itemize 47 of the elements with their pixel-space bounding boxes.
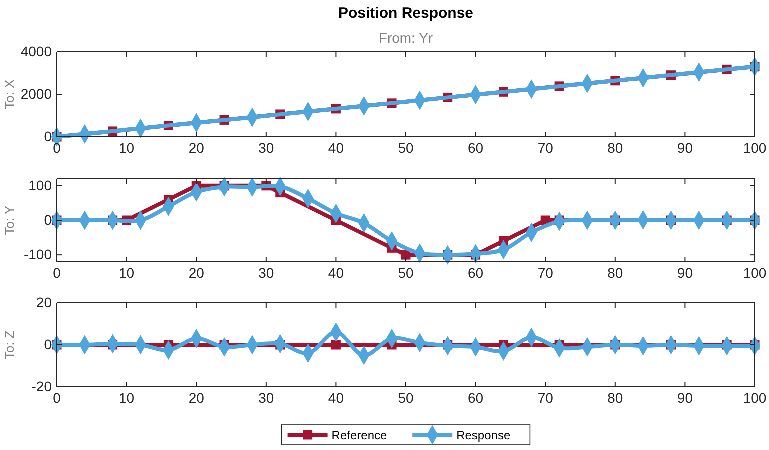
y-tick-label: 2000 bbox=[20, 86, 52, 102]
x-tick-label: 20 bbox=[188, 264, 205, 281]
x-tick-label: 100 bbox=[743, 390, 767, 406]
x-tick-label: 10 bbox=[119, 140, 135, 156]
y-axis-title: To: Z bbox=[2, 330, 17, 360]
y-tick-label: 0 bbox=[44, 212, 52, 228]
legend-label: Reference bbox=[332, 428, 388, 442]
y-tick-label: 0 bbox=[44, 128, 52, 144]
y-axis-title: To: X bbox=[2, 79, 17, 110]
x-tick-label: 50 bbox=[398, 264, 414, 281]
chart-subtitle: From: Yr bbox=[378, 30, 434, 46]
x-tick-label: 40 bbox=[328, 390, 344, 406]
x-tick-label: 80 bbox=[608, 264, 624, 281]
legend-label: Response bbox=[456, 428, 511, 442]
x-tick-label: 90 bbox=[677, 264, 694, 281]
x-tick-label: 70 bbox=[538, 140, 554, 156]
x-tick-label: 20 bbox=[188, 390, 205, 406]
x-tick-label: 100 bbox=[743, 264, 767, 281]
x-tick-label: 60 bbox=[468, 140, 484, 156]
chart-title: Position Response bbox=[338, 5, 474, 22]
x-tick-label: 80 bbox=[608, 390, 624, 406]
x-tick-label: 30 bbox=[258, 264, 274, 281]
y-tick-label: -20 bbox=[32, 378, 52, 394]
x-tick-label: 100 bbox=[743, 140, 767, 156]
x-tick-label: 10 bbox=[119, 390, 135, 406]
x-tick-label: 50 bbox=[398, 390, 414, 406]
x-tick-label: 60 bbox=[468, 390, 484, 406]
y-tick-label: -100 bbox=[24, 246, 52, 263]
x-tick-label: 10 bbox=[119, 264, 135, 281]
x-tick-label: 50 bbox=[398, 140, 414, 156]
y-tick-label: 100 bbox=[28, 177, 52, 194]
x-tick-label: 80 bbox=[608, 140, 624, 156]
x-tick-label: 60 bbox=[468, 264, 484, 281]
x-tick-label: 90 bbox=[677, 140, 694, 156]
x-tick-label: 40 bbox=[328, 140, 344, 156]
y-axis-title: To: Y bbox=[2, 205, 17, 236]
x-tick-label: 20 bbox=[188, 140, 205, 156]
x-tick-label: 70 bbox=[538, 390, 554, 406]
y-tick-label: 20 bbox=[36, 294, 52, 310]
x-tick-label: 70 bbox=[538, 264, 554, 281]
x-tick-label: 30 bbox=[258, 390, 274, 406]
x-tick-label: 30 bbox=[258, 140, 274, 156]
x-tick-label: 90 bbox=[677, 390, 694, 406]
y-tick-label: 0 bbox=[44, 336, 52, 352]
point bbox=[331, 340, 341, 350]
y-tick-label: 4000 bbox=[20, 43, 52, 60]
x-tick-label: 40 bbox=[328, 264, 344, 281]
